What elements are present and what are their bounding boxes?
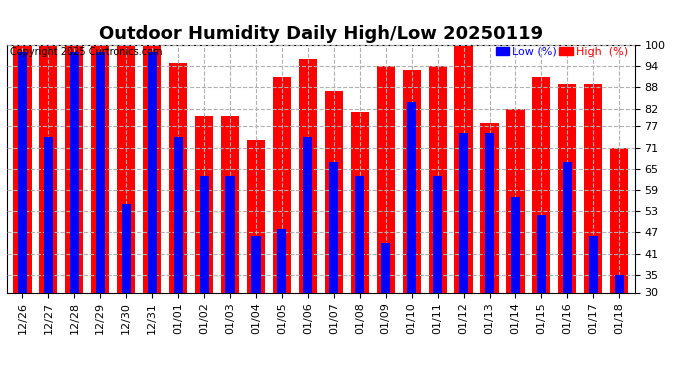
Text: Copyright 2025 Curtronics.com: Copyright 2025 Curtronics.com [10, 48, 163, 57]
Bar [39, 45, 57, 292]
Bar [148, 52, 157, 292]
Bar [485, 134, 494, 292]
Bar [91, 45, 110, 292]
Bar [169, 63, 187, 292]
Bar [532, 77, 551, 292]
Bar [480, 123, 499, 292]
Bar [226, 176, 235, 292]
Bar [351, 112, 369, 292]
Bar [174, 137, 183, 292]
Bar [563, 162, 572, 292]
Bar [455, 45, 473, 292]
Bar [402, 70, 421, 292]
Bar [18, 52, 27, 292]
Bar [407, 102, 416, 292]
Bar [584, 84, 602, 292]
Bar [355, 176, 364, 292]
Bar [277, 229, 286, 292]
Bar [610, 147, 629, 292]
Bar [299, 59, 317, 292]
Bar [511, 197, 520, 292]
Bar [117, 45, 135, 292]
Bar [143, 45, 161, 292]
Bar [506, 109, 524, 292]
Bar [221, 116, 239, 292]
Bar [537, 215, 546, 292]
Bar [428, 66, 446, 292]
Bar [66, 45, 83, 292]
Bar [247, 141, 265, 292]
Bar [70, 52, 79, 292]
Bar [615, 275, 624, 292]
Bar [199, 176, 208, 292]
Bar [96, 52, 105, 292]
Legend: Low (%), High  (%): Low (%), High (%) [495, 46, 629, 58]
Bar [44, 137, 53, 292]
Bar [195, 116, 213, 292]
Bar [558, 84, 576, 292]
Bar [13, 45, 32, 292]
Bar [377, 66, 395, 292]
Bar [273, 77, 291, 292]
Title: Outdoor Humidity Daily High/Low 20250119: Outdoor Humidity Daily High/Low 20250119 [99, 26, 543, 44]
Bar [121, 204, 131, 292]
Bar [459, 134, 468, 292]
Bar [251, 236, 261, 292]
Bar [325, 91, 343, 292]
Bar [304, 137, 313, 292]
Bar [381, 243, 391, 292]
Bar [433, 176, 442, 292]
Bar [589, 236, 598, 292]
Bar [329, 162, 338, 292]
